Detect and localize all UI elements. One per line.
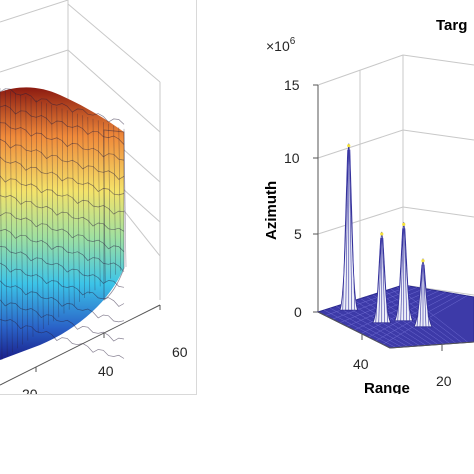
peak-mesh-line: [342, 149, 348, 311]
floor-grid-line: [348, 302, 421, 347]
peak-mesh-line: [404, 228, 411, 321]
peak-mesh-line: [378, 237, 382, 323]
left-mesh-column: [4, 89, 8, 357]
z-axis: [313, 84, 319, 313]
left-mesh-row: [0, 280, 125, 323]
floor-grid-line: [323, 309, 397, 348]
left-mesh-row: [0, 138, 125, 180]
left-mesh-row: [0, 195, 125, 232]
left-mesh-column: [0, 87, 3, 361]
z-tick-0: 0: [294, 304, 302, 320]
x-tick-20: 20: [436, 373, 452, 389]
right-plot-canvas: Targ ×106 15 10 5 0 Azimuth: [263, 17, 474, 394]
left-mesh-row: [0, 262, 125, 307]
left-surface-mesh: [0, 87, 127, 361]
peaks-group: [339, 143, 433, 328]
peak-top-marker: [402, 222, 406, 226]
floor-grid-line: [330, 307, 403, 348]
z-exponent-label: ×106: [266, 36, 296, 54]
left-mesh-column: [30, 98, 34, 337]
left-mesh-column: [77, 113, 80, 302]
peak-mesh-line: [382, 237, 389, 323]
left-mesh-column: [72, 111, 75, 306]
peak-mesh-line: [400, 228, 404, 321]
left-mesh-row: [0, 212, 125, 252]
left-mesh-column: [87, 116, 91, 295]
peak-mesh-line: [404, 228, 408, 321]
left-mesh-row: [0, 228, 125, 272]
peak-top-marker: [347, 144, 351, 148]
left-surface-edge: [103, 129, 125, 301]
floor-grid-line: [336, 305, 409, 347]
peak-mesh-line: [423, 264, 427, 327]
left-mesh-column: [20, 94, 23, 345]
left-mesh-column: [66, 110, 70, 310]
left-mesh-column: [46, 103, 49, 326]
left-mesh-column: [15, 93, 18, 349]
x-axis-label: Range: [364, 380, 410, 394]
floor-grid-line: [360, 298, 433, 346]
left-mesh-column: [108, 123, 111, 279]
z-tick-15: 15: [284, 77, 300, 93]
left-x-tick-1: 40: [98, 363, 114, 379]
peak-top-marker: [421, 259, 425, 263]
peak-mesh-line: [416, 264, 423, 327]
left-mesh-column: [82, 115, 85, 299]
peak-mesh-line: [349, 149, 353, 311]
left-mesh-row: [0, 319, 125, 359]
z-tick-10: 10: [284, 150, 300, 166]
right-axes-box: [317, 54, 474, 312]
left-x-tick-0: 20: [22, 386, 38, 394]
left-mesh-column: [97, 120, 101, 287]
left-mesh-row: [0, 246, 125, 288]
peak-mesh-line: [345, 149, 349, 311]
floor-grid-line: [325, 285, 411, 316]
left-mesh-column: [10, 91, 13, 353]
right-surface-plot: Targ ×106 15 10 5 0 Azimuth: [240, 0, 474, 394]
left-plot-canvas: 20 40 60: [0, 0, 188, 394]
left-mesh-row: [0, 299, 125, 342]
left-mesh-column: [92, 118, 96, 291]
chart-title: Targ: [436, 17, 467, 34]
y-axis-label: Azimuth: [263, 181, 280, 240]
left-mesh-column: [25, 96, 29, 341]
left-mesh-row: [0, 175, 125, 215]
peak-mesh-line: [349, 149, 356, 311]
z-tick-5: 5: [294, 226, 302, 242]
left-mesh-column: [56, 106, 60, 318]
left-mesh-row: [0, 88, 125, 125]
peak-top-marker: [380, 232, 384, 236]
left-floor-axis: [0, 304, 161, 386]
left-mesh-row: [0, 104, 125, 145]
peak-mesh-line: [423, 264, 430, 327]
peak-mesh-line: [375, 237, 381, 323]
peak-mesh-line: [382, 237, 386, 323]
x-tick-40: 40: [353, 356, 369, 372]
left-mesh-column: [41, 101, 44, 330]
left-mesh-column: [61, 108, 65, 314]
left-x-tick-2: 60: [172, 344, 188, 360]
left-mesh-column: [113, 125, 116, 275]
peak-mesh-line: [397, 228, 403, 321]
left-mesh-column: [35, 99, 39, 333]
left-mesh-row: [0, 156, 125, 196]
floor-grid-line: [378, 292, 451, 344]
left-mesh-row: [0, 122, 125, 161]
left-mesh-column: [51, 104, 54, 322]
floor-grid-line: [346, 289, 432, 327]
peak-mesh-line: [419, 264, 423, 327]
left-surface-plot: 20 40 60: [0, 0, 197, 395]
x-axis: [317, 311, 474, 351]
left-mesh-column: [118, 127, 122, 271]
